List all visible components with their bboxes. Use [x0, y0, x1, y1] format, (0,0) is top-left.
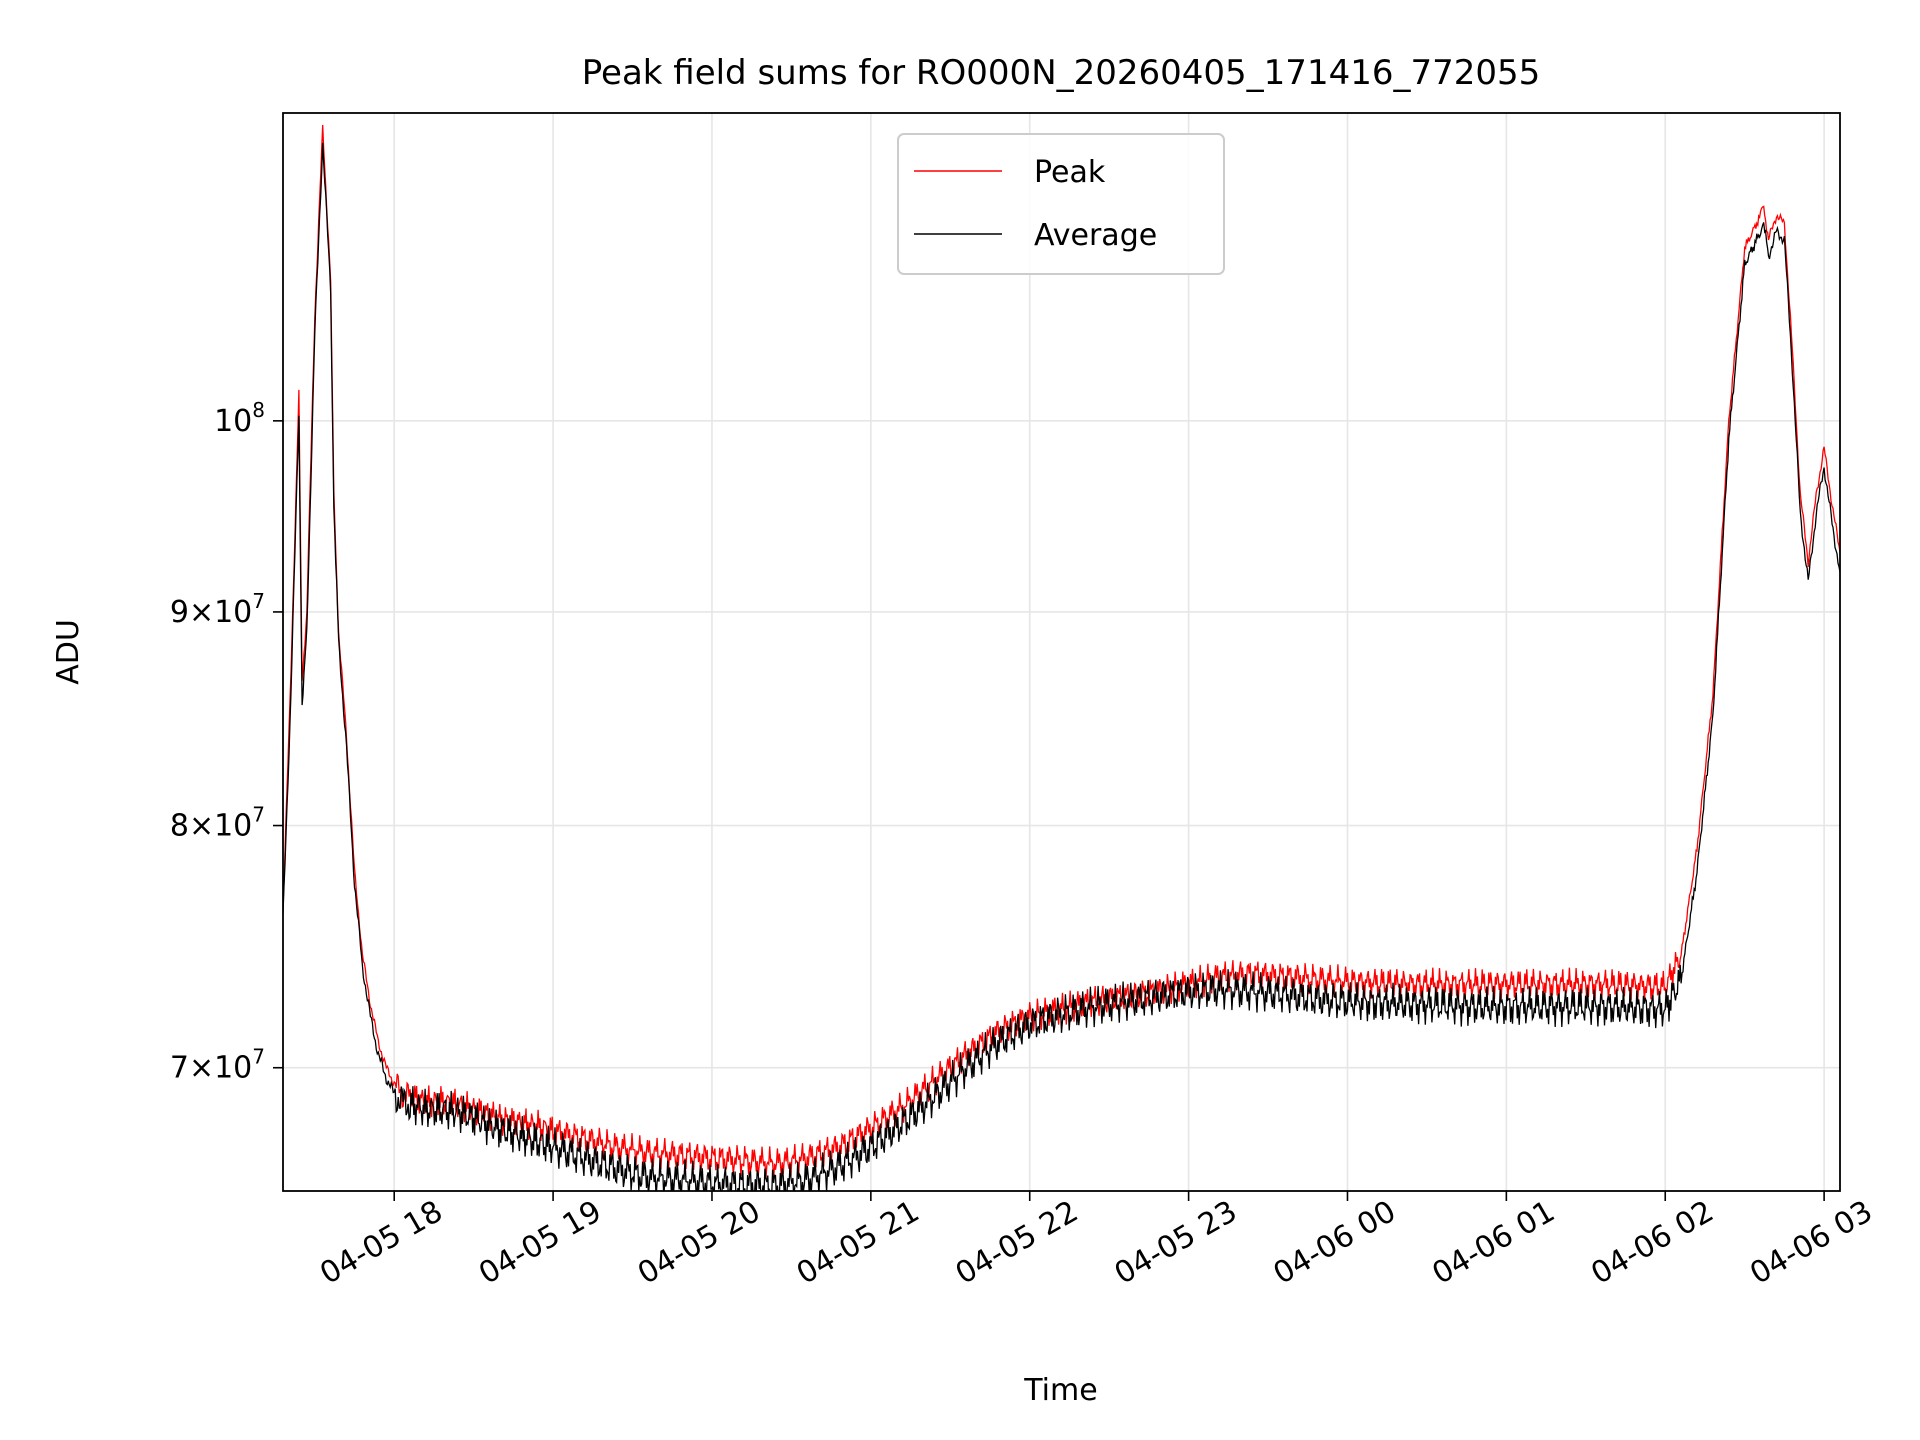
average-series-line: [283, 142, 1840, 1191]
legend-box: [897, 133, 1225, 275]
y-tick-label: 9×107: [170, 589, 265, 630]
y-tick-label: 7×107: [170, 1045, 265, 1086]
legend: Peak Average: [897, 133, 1225, 275]
series-group: [283, 124, 1840, 1191]
y-tick-label: 8×107: [170, 803, 265, 844]
grid: [283, 113, 1840, 1191]
plot-frame: [282, 112, 1841, 1192]
chart-title: Peak field sums for RO000N_20260405_1714…: [582, 53, 1541, 93]
legend-peak-label: Peak: [1034, 155, 1106, 190]
legend-average-label: Average: [1034, 218, 1157, 253]
peak-series-line: [283, 124, 1840, 1180]
y-axis-label: ADU: [51, 619, 86, 685]
x-axis-label: Time: [1023, 1373, 1097, 1408]
